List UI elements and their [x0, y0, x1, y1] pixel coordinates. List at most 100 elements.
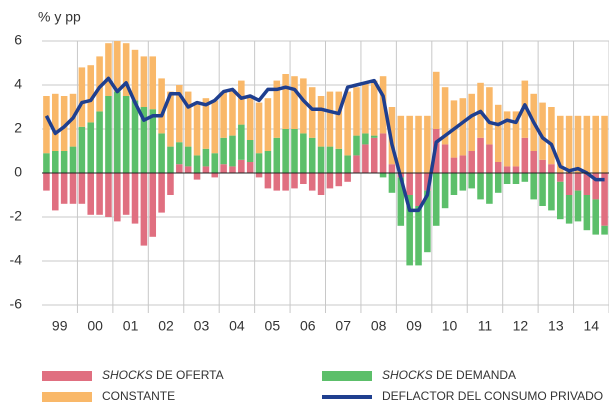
bar-segment	[317, 96, 325, 147]
y-tick-label: 4	[14, 76, 22, 92]
bar-segment	[202, 148, 210, 167]
bar-segment	[87, 65, 95, 123]
bar-segment	[530, 173, 537, 200]
y-tick-label: 0	[14, 164, 22, 180]
bar-segment	[131, 49, 139, 101]
bar-segment	[565, 115, 573, 173]
bar-segment	[521, 173, 529, 182]
bar-segment	[362, 144, 369, 173]
bar-segment	[335, 173, 343, 187]
x-tick-label: 07	[335, 318, 351, 334]
bar-segment	[601, 173, 608, 226]
bar-segment	[158, 173, 165, 213]
bar-segment	[592, 199, 599, 235]
legend-swatch	[42, 371, 92, 381]
bar-segment	[52, 151, 59, 173]
bar-segment	[300, 133, 307, 173]
bar-segment	[87, 122, 95, 173]
bar-segment	[344, 91, 351, 156]
bar-segment	[326, 146, 334, 173]
bar-segment	[193, 102, 201, 156]
bar-segment	[184, 166, 192, 173]
bar-segment	[503, 173, 511, 184]
bar-segment	[202, 166, 210, 173]
x-tick-label: 05	[265, 318, 281, 334]
bar-segment	[353, 135, 360, 156]
bar-segment	[273, 80, 281, 138]
bar-segment	[450, 157, 458, 173]
bar-segment	[114, 41, 121, 92]
bar-segment	[300, 78, 307, 134]
bar-segment	[96, 56, 103, 112]
x-tick-label: 13	[548, 318, 564, 334]
bar-segment	[211, 100, 219, 154]
bar-segment	[406, 115, 413, 173]
bar-segment	[140, 173, 148, 246]
bar-segment	[583, 195, 591, 231]
legend-label: SHOCKS DE OFERTA	[102, 368, 224, 382]
bar-segment	[87, 173, 95, 215]
bar-segment	[335, 91, 343, 149]
x-tick-label: 08	[371, 318, 387, 334]
x-tick-label: 06	[300, 318, 316, 334]
bar-segment	[317, 146, 325, 173]
bar-segment	[282, 74, 289, 129]
bar-segment	[344, 155, 351, 173]
bar-segment	[432, 71, 440, 129]
bar-segment	[255, 102, 263, 154]
bar-segment	[556, 181, 564, 220]
x-tick-label: 02	[158, 318, 174, 334]
bar-segment	[52, 173, 59, 211]
bar-segment	[246, 162, 254, 173]
bar-segment	[43, 173, 50, 191]
bar-segment	[556, 173, 564, 182]
bar-segment	[308, 87, 316, 138]
bar-segment	[211, 173, 219, 178]
bar-segment	[397, 177, 405, 226]
bar-segment	[167, 173, 174, 195]
bar-segment	[291, 129, 298, 173]
bar-segment	[494, 104, 502, 162]
bar-segment	[184, 146, 192, 167]
bar-segment	[122, 96, 130, 173]
bar-segment	[193, 155, 201, 173]
legend-label: SHOCKS DE DEMANDA	[382, 368, 516, 382]
bar-segment	[229, 166, 236, 173]
bar-segment	[406, 195, 413, 266]
bar-segment	[441, 173, 449, 209]
y-axis-label: % y pp	[38, 9, 81, 25]
bar-segment	[229, 135, 236, 167]
bar-segment	[370, 80, 378, 136]
bar-segment	[202, 98, 210, 149]
bar-segment	[291, 76, 298, 129]
bar-segment	[494, 162, 502, 173]
bar-segment	[122, 43, 130, 96]
bar-segment	[424, 115, 431, 173]
bar-segment	[521, 137, 529, 173]
bar-segment	[424, 190, 431, 253]
bar-segment	[592, 115, 599, 173]
bar-segment	[503, 111, 511, 167]
bar-segment	[574, 190, 582, 222]
bar-segment	[43, 153, 50, 173]
bar-segment	[548, 107, 555, 165]
bar-segment	[69, 146, 77, 173]
bar-segment	[335, 148, 343, 173]
bar-segment	[140, 107, 148, 173]
bar-segment	[388, 173, 396, 193]
bar-segment	[370, 137, 378, 173]
bar-segment	[291, 173, 298, 189]
legend-swatch	[42, 392, 92, 402]
bar-segment	[273, 173, 281, 191]
x-tick-label: 01	[123, 318, 139, 334]
bar-segment	[211, 153, 219, 173]
bar-segment	[114, 173, 121, 222]
bar-segment	[149, 109, 157, 173]
bar-segment	[459, 173, 467, 191]
line	[44, 76, 605, 213]
legend-label: CONSTANTE	[102, 389, 175, 403]
bar-segment	[574, 173, 582, 191]
x-tick-label: 10	[442, 318, 458, 334]
bar-segment	[52, 93, 59, 151]
